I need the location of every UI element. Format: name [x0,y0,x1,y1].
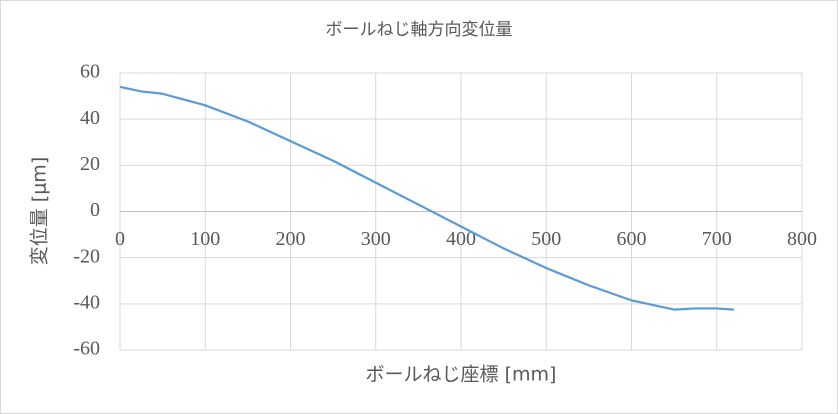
y-tick-label: -20 [73,245,100,267]
x-tick-label: 600 [617,228,647,250]
x-tick-label: 100 [190,228,220,250]
y-axis-title: 変位量 [μm] [29,157,51,265]
chart-title: ボールねじ軸方向変位量 [326,20,513,40]
x-tick-label: 800 [787,228,817,250]
y-tick-label: 60 [80,61,100,83]
x-tick-label: 0 [115,228,125,250]
x-tick-label: 300 [361,228,391,250]
x-tick-label: 200 [276,228,306,250]
x-tick-label: 700 [702,228,732,250]
y-tick-label: 40 [80,107,100,129]
y-tick-label: 20 [80,153,100,175]
y-tick-label: -60 [73,338,100,360]
x-axis-title: ボールねじ座標 [mm] [366,364,557,386]
x-tick-label: 400 [446,228,476,250]
y-tick-label: 0 [90,199,100,221]
y-tick-label: -40 [73,291,100,313]
x-tick-label: 500 [531,228,561,250]
data-line [119,85,734,311]
